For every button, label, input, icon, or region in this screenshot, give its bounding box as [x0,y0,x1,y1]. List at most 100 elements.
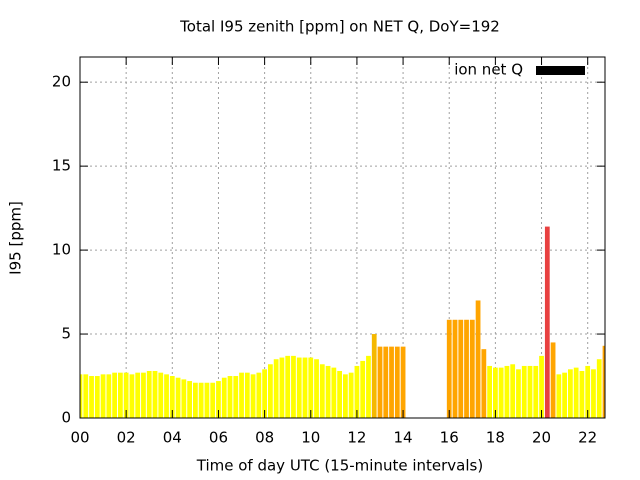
bar [458,319,464,418]
bar [80,374,83,418]
bar [89,376,94,418]
bar [464,319,469,418]
bar [100,374,106,418]
bar [308,357,314,418]
bar [123,372,129,418]
bar [319,364,325,418]
bar [250,374,256,418]
bar [325,365,331,418]
bars [80,226,605,418]
bar [262,369,267,418]
bar [585,365,591,418]
bar [596,359,602,418]
legend-swatch [536,66,585,75]
bar [360,360,366,418]
legend-label: ion net Q [454,61,523,79]
bar [175,377,181,418]
x-tick-label: 14 [394,429,413,447]
plot-frame [79,56,606,419]
bar [112,372,117,418]
y-tick-label: 20 [52,73,71,91]
x-tick-label: 00 [70,429,89,447]
x-axis-label: Time of day UTC (15-minute intervals) [196,457,483,475]
x-tick-label: 02 [117,429,136,447]
bar [302,357,308,418]
bar [493,367,498,418]
bar [469,319,475,418]
bar [354,365,360,418]
x-tick-label: 12 [347,429,366,447]
y-tick-label: 10 [52,241,71,259]
x-tick-label: 18 [486,429,505,447]
bar [452,319,458,418]
bar [279,357,285,418]
bar [510,364,516,418]
x-tick-label: 16 [440,429,459,447]
x-tick-label: 04 [163,429,182,447]
bar [504,365,510,418]
bar [602,345,605,418]
y-tick-label: 15 [52,157,71,175]
bar [193,382,198,418]
bar [239,372,244,418]
bar [187,381,192,418]
bar [233,376,239,418]
bar [400,346,406,418]
chart-title: Total I95 zenith [ppm] on NET Q, DoY=192 [179,18,500,36]
bar [106,374,112,418]
bar [129,374,135,418]
bar [164,374,169,418]
x-tick-label: 22 [578,429,597,447]
y-axis-label: I95 [ppm] [7,201,25,275]
bar [285,355,291,418]
bar [141,372,146,418]
bar [256,372,262,418]
bar [556,374,562,418]
bar [446,319,452,418]
bar [579,370,585,418]
bar [169,376,175,418]
bar [539,355,544,418]
bar [146,370,152,418]
y-tick-label: 5 [61,325,71,343]
bar [221,377,227,418]
bar [210,382,216,418]
bar [394,346,400,418]
bar [244,372,250,418]
bar [135,372,141,418]
bar [118,372,123,418]
x-tick-label: 10 [301,429,320,447]
bar [591,369,596,418]
bar [152,370,158,418]
bar [527,365,533,418]
ticks: 0 5 10 15 20 00 02 04 06 08 10 12 14 16 18 20 22 [52,57,605,447]
bar [568,369,573,418]
x-tick-label: 06 [209,429,228,447]
bar [268,364,273,418]
bar [498,367,504,418]
bar [487,365,492,418]
bar [94,376,100,418]
bar [533,365,539,418]
bar [475,300,481,418]
bar [83,374,89,418]
bar [216,381,221,418]
bar [291,355,296,418]
bar [383,346,389,418]
bar [371,334,377,418]
bar [521,365,527,418]
bar [331,367,337,418]
bar [377,346,383,418]
bar [573,367,579,418]
grid [79,57,605,419]
bar [198,382,204,418]
bar [296,357,302,418]
bar [544,226,550,418]
bar [227,376,233,418]
x-tick-label: 20 [532,429,551,447]
bar [481,349,487,418]
bar [337,370,342,418]
x-tick-label: 08 [255,429,274,447]
y-tick-label: 0 [61,409,71,427]
bar [562,372,567,418]
